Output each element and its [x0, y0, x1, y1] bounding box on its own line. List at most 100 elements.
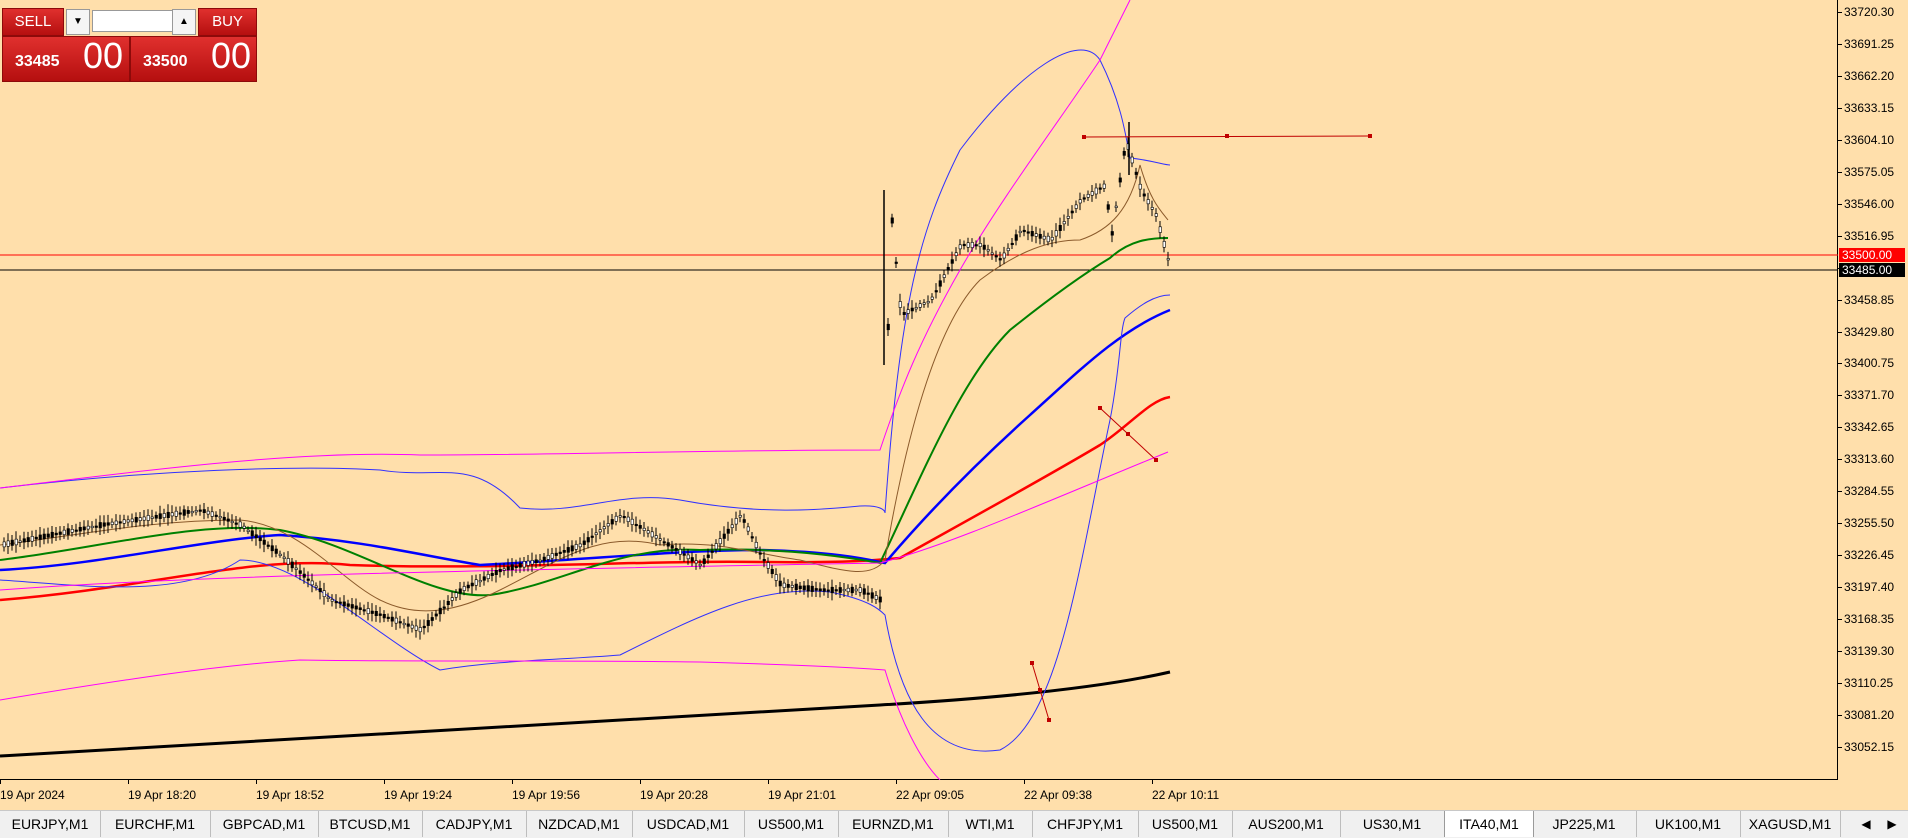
candle-body [874, 595, 878, 600]
candle-body [270, 545, 274, 552]
candle-body [134, 517, 138, 523]
candle-body [322, 590, 326, 597]
price-axis-tick [1838, 395, 1842, 397]
price-axis-label: 33371.70 [1844, 388, 1895, 403]
buy-button[interactable]: BUY [198, 8, 257, 36]
tab-us500-m1[interactable]: US500,M1 [744, 811, 839, 837]
tab-eurchf-m1[interactable]: EURCHF,M1 [100, 811, 211, 837]
tab-aus200-m1[interactable]: AUS200,M1 [1232, 811, 1341, 837]
tab-us30-m1[interactable]: US30,M1 [1340, 811, 1445, 837]
candle-body [526, 560, 530, 566]
chart-area[interactable] [0, 0, 1838, 780]
sell-button[interactable]: SELL [2, 8, 64, 36]
candle-body [818, 588, 822, 592]
candle-body [246, 529, 250, 532]
price-axis-label: 33226.45 [1844, 548, 1895, 563]
tab-eurnzd-m1[interactable]: EURNZD,M1 [838, 811, 949, 837]
candle-body [498, 568, 502, 573]
drawing-anchor[interactable] [1030, 661, 1034, 665]
time-axis-label: 19 Apr 19:24 [384, 788, 453, 802]
price-axis-tick [1838, 427, 1842, 429]
tab-usdcad-m1[interactable]: USDCAD,M1 [632, 811, 745, 837]
candle-body [262, 539, 266, 545]
candle-body [142, 516, 146, 521]
drawing-anchor[interactable] [1126, 432, 1130, 436]
drawing-anchor[interactable] [1098, 406, 1102, 410]
candle-body [786, 583, 790, 588]
candle-body [82, 526, 86, 531]
candle-body [126, 519, 130, 523]
tab-nzdcad-m1[interactable]: NZDCAD,M1 [526, 811, 633, 837]
price-axis-tick [1838, 171, 1842, 173]
candle-body [1142, 193, 1146, 197]
tabs-scroll-right-icon[interactable]: ▶ [1887, 817, 1897, 831]
candle-body [434, 613, 438, 617]
time-axis-tick [384, 780, 385, 784]
tab-btcusd-m1[interactable]: BTCUSD,M1 [318, 811, 423, 837]
drawing-anchor[interactable] [1047, 718, 1051, 722]
candle-body [78, 526, 82, 532]
sell-price[interactable]: 33485 00 [2, 35, 130, 82]
price-axis-label: 33255.50 [1844, 516, 1895, 531]
candle-body [914, 307, 918, 310]
drawing-anchor[interactable] [1038, 688, 1042, 692]
candle-body [766, 562, 770, 569]
price-axis-label: 33633.15 [1844, 100, 1895, 115]
candle-body [742, 519, 746, 523]
candle-body [190, 510, 194, 514]
volume-increase-button[interactable]: ▲ [172, 9, 196, 35]
tab-uk100-m1[interactable]: UK100,M1 [1636, 811, 1741, 837]
candle-body [422, 625, 426, 629]
candle-body [358, 607, 362, 610]
candle-body [706, 554, 710, 558]
candle-body [1150, 207, 1154, 210]
tab-wti-m1[interactable]: WTI,M1 [948, 811, 1033, 837]
sell-price-main: 33485 [15, 53, 60, 70]
drawing-anchor[interactable] [1368, 134, 1372, 138]
candle-body [718, 538, 722, 545]
price-axis-tick [1838, 651, 1842, 652]
candle-body [782, 582, 786, 588]
price-axis: 33720.30 33691.25 33662.20 33633.15 33604.10… [1838, 0, 1908, 800]
price-axis-label: 33400.75 [1844, 356, 1895, 371]
tab-us500-m1[interactable]: US500,M1 [1138, 811, 1233, 837]
time-axis-label: 19 Apr 18:52 [256, 788, 325, 802]
candle-body [394, 617, 398, 624]
time-axis-tick [896, 780, 897, 784]
candle-body [802, 585, 806, 591]
buy-price[interactable]: 33500 00 [130, 35, 257, 82]
candle-body [1074, 204, 1078, 209]
tab-jp225-m1[interactable]: JP225,M1 [1532, 811, 1637, 837]
candle-body [962, 243, 966, 247]
candle-body [366, 608, 370, 614]
volume-decrease-button[interactable]: ▼ [66, 9, 90, 35]
candle-body [622, 515, 626, 519]
candle-body [762, 558, 766, 562]
tab-ita40-m1[interactable]: ITA40,M1 [1444, 811, 1534, 837]
candle-body [378, 613, 382, 616]
drawing-anchor[interactable] [1082, 135, 1086, 139]
tab-cadjpy-m1[interactable]: CADJPY,M1 [422, 811, 527, 837]
price-chart[interactable] [0, 0, 1838, 780]
candle-body [330, 599, 334, 602]
tab-xagusd-m1[interactable]: XAGUSD,M1 [1740, 811, 1841, 837]
time-axis-tick [1152, 780, 1153, 784]
tab-gbpcad-m1[interactable]: GBPCAD,M1 [210, 811, 319, 837]
candle-body [518, 562, 522, 568]
candle-body [590, 535, 594, 538]
candle-body [122, 519, 126, 524]
tab-chfjpy-m1[interactable]: CHFJPY,M1 [1032, 811, 1139, 837]
moving-average-black [0, 670, 1171, 758]
one-click-trading-panel: SELL ▼ 1 ▲ BUY 33485 00 33500 00 [2, 8, 257, 84]
candle-body [1026, 231, 1030, 234]
tab-eurjpy-m1[interactable]: EURJPY,M1 [0, 811, 101, 837]
candle-body [986, 249, 990, 252]
candle-body [634, 523, 638, 527]
price-axis-label: 33604.10 [1844, 132, 1895, 147]
candle-body [738, 515, 742, 518]
candle-body [34, 536, 38, 540]
tabs-scroll-left-icon[interactable]: ◀ [1861, 817, 1871, 831]
candle-body [374, 611, 378, 616]
drawing-anchor[interactable] [1154, 458, 1158, 462]
drawing-anchor[interactable] [1225, 134, 1229, 138]
